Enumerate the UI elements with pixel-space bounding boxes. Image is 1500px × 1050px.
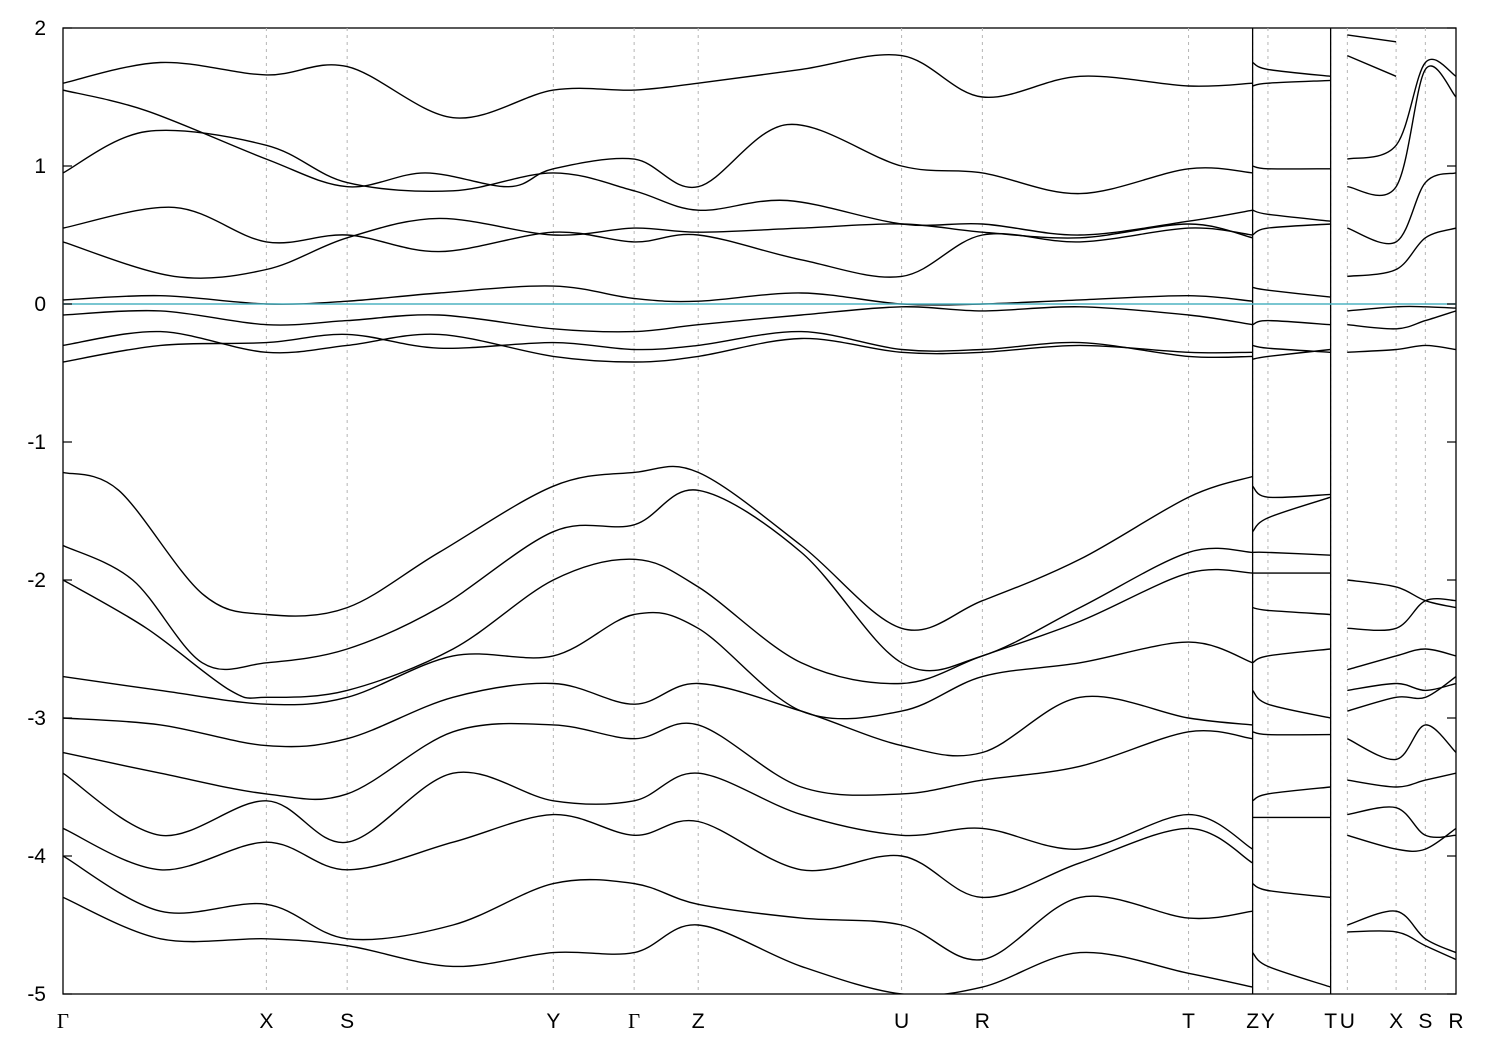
band-line [63, 330, 1253, 363]
band-line [1347, 648, 1456, 671]
band-line [63, 722, 1253, 801]
band-line [1347, 65, 1456, 197]
band-line [1347, 310, 1456, 330]
band-line [1252, 731, 1331, 736]
band-line [1252, 485, 1331, 499]
kpoint-label: R [975, 1010, 990, 1033]
band-line [1252, 648, 1331, 664]
band-line [63, 558, 1253, 699]
band-line [63, 465, 1253, 631]
y-tick-label: -4 [27, 845, 46, 868]
y-tick-label: 1 [34, 155, 46, 178]
band-line [1252, 209, 1331, 222]
kpoint-label: Y [546, 1010, 560, 1033]
band-line [1252, 952, 1331, 988]
band-line [63, 896, 1253, 994]
band-line [63, 129, 1253, 236]
band-line [1347, 227, 1456, 278]
kpoint-label: Y [1261, 1010, 1275, 1033]
band-line [1252, 882, 1331, 899]
band-line [1252, 786, 1331, 802]
band-line [63, 54, 1253, 119]
band-line [63, 611, 1253, 720]
band-line [1347, 344, 1456, 353]
kpoint-label: S [1418, 1010, 1432, 1033]
kpoint-grid [265, 28, 1426, 994]
y-axis-ticks: 2 1 0 -1 -2 -3 -4 -5 [27, 17, 1456, 1006]
band-line [1347, 597, 1456, 632]
kpoint-label: U [1340, 1010, 1355, 1033]
band-line [63, 206, 1253, 278]
band-line [1347, 676, 1456, 712]
kpoint-label: T [1324, 1010, 1337, 1033]
band-line [1347, 772, 1456, 788]
y-tick-label: -2 [27, 569, 46, 592]
band-line [63, 306, 1253, 333]
y-tick-label: 2 [34, 17, 46, 40]
y-tick-label: 0 [34, 293, 46, 316]
band-line [63, 89, 1253, 195]
band-line [1252, 348, 1331, 360]
kpoint-label: R [1448, 1010, 1463, 1033]
kpoint-label: X [1389, 1010, 1403, 1033]
band-line [1252, 606, 1331, 616]
kpoint-label: T [1182, 1010, 1195, 1033]
band-line [1347, 172, 1456, 245]
band-line [1252, 689, 1331, 719]
band-line [63, 771, 1253, 850]
band-line [1347, 910, 1456, 954]
band-line [1347, 54, 1397, 77]
band-line [63, 682, 1253, 757]
band-line [1252, 496, 1331, 533]
band-line [63, 855, 1253, 961]
kpoint-label: X [259, 1010, 273, 1033]
kpoint-label: Γ [57, 1009, 69, 1033]
band-line [1252, 319, 1331, 326]
band-line [1347, 827, 1456, 852]
y-tick-label: -3 [27, 707, 46, 730]
kpoint-label: S [340, 1010, 354, 1033]
band-line [1347, 930, 1456, 961]
kpoint-label: U [894, 1010, 909, 1033]
band-line [1347, 305, 1456, 312]
bands [63, 34, 1456, 994]
y-tick-label: -1 [27, 431, 46, 454]
kpoint-label: Z [692, 1010, 705, 1033]
band-line [1252, 79, 1331, 87]
band-line [1347, 724, 1456, 761]
band-line [63, 330, 1253, 363]
kpoint-label: Z [1246, 1010, 1259, 1033]
band-line [1347, 806, 1456, 839]
band-line [1252, 551, 1331, 556]
kpoint-label: Γ [628, 1009, 640, 1033]
band-line [63, 489, 1253, 672]
plot-frame [62, 27, 1457, 995]
band-line [1347, 579, 1456, 609]
band-line [1252, 165, 1331, 170]
band-line [1347, 34, 1397, 43]
band-line [1252, 286, 1331, 298]
band-line [63, 217, 1253, 279]
band-line [1347, 58, 1456, 160]
band-line [63, 813, 1253, 899]
band-line [1252, 61, 1331, 77]
y-tick-label: -5 [27, 983, 46, 1006]
band-line [1252, 223, 1331, 236]
